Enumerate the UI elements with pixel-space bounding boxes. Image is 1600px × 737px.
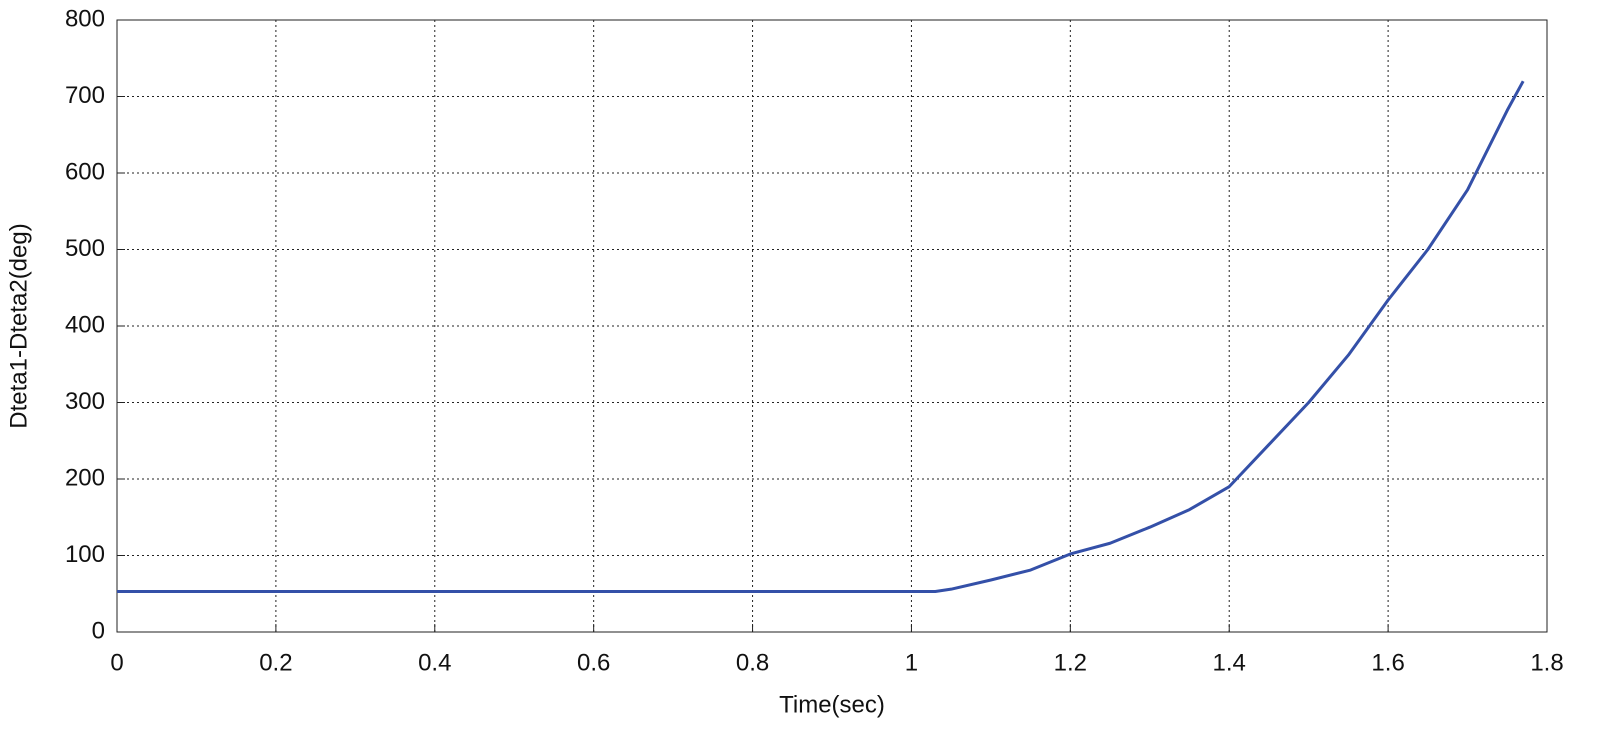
y-tick-label: 0: [92, 617, 105, 644]
y-tick-label: 100: [65, 541, 105, 568]
y-tick-label: 200: [65, 464, 105, 491]
y-axis-label: Dteta1-Dteta2(deg): [5, 223, 32, 428]
y-tick-label: 800: [65, 5, 105, 32]
x-tick-label: 1.4: [1213, 649, 1246, 676]
x-tick-label: 0.4: [418, 649, 451, 676]
x-tick-label: 1.6: [1371, 649, 1404, 676]
x-tick-label: 1.2: [1054, 649, 1087, 676]
y-tick-label: 500: [65, 235, 105, 262]
plot-frame: [116, 19, 1548, 633]
x-tick-label: 1.8: [1530, 649, 1563, 676]
y-tick-label: 700: [65, 82, 105, 109]
x-tick-label: 0.6: [577, 649, 610, 676]
y-tick-label: 400: [65, 311, 105, 338]
y-tick-label: 300: [65, 388, 105, 415]
x-tick-label: 0.2: [259, 649, 292, 676]
x-tick-label: 0: [110, 649, 123, 676]
data-line: [117, 80, 1525, 593]
x-tick-label: 0.8: [736, 649, 769, 676]
x-axis-label: Time(sec): [779, 691, 885, 718]
y-tick-label: 600: [65, 158, 105, 185]
x-tick-label: 1: [905, 649, 918, 676]
